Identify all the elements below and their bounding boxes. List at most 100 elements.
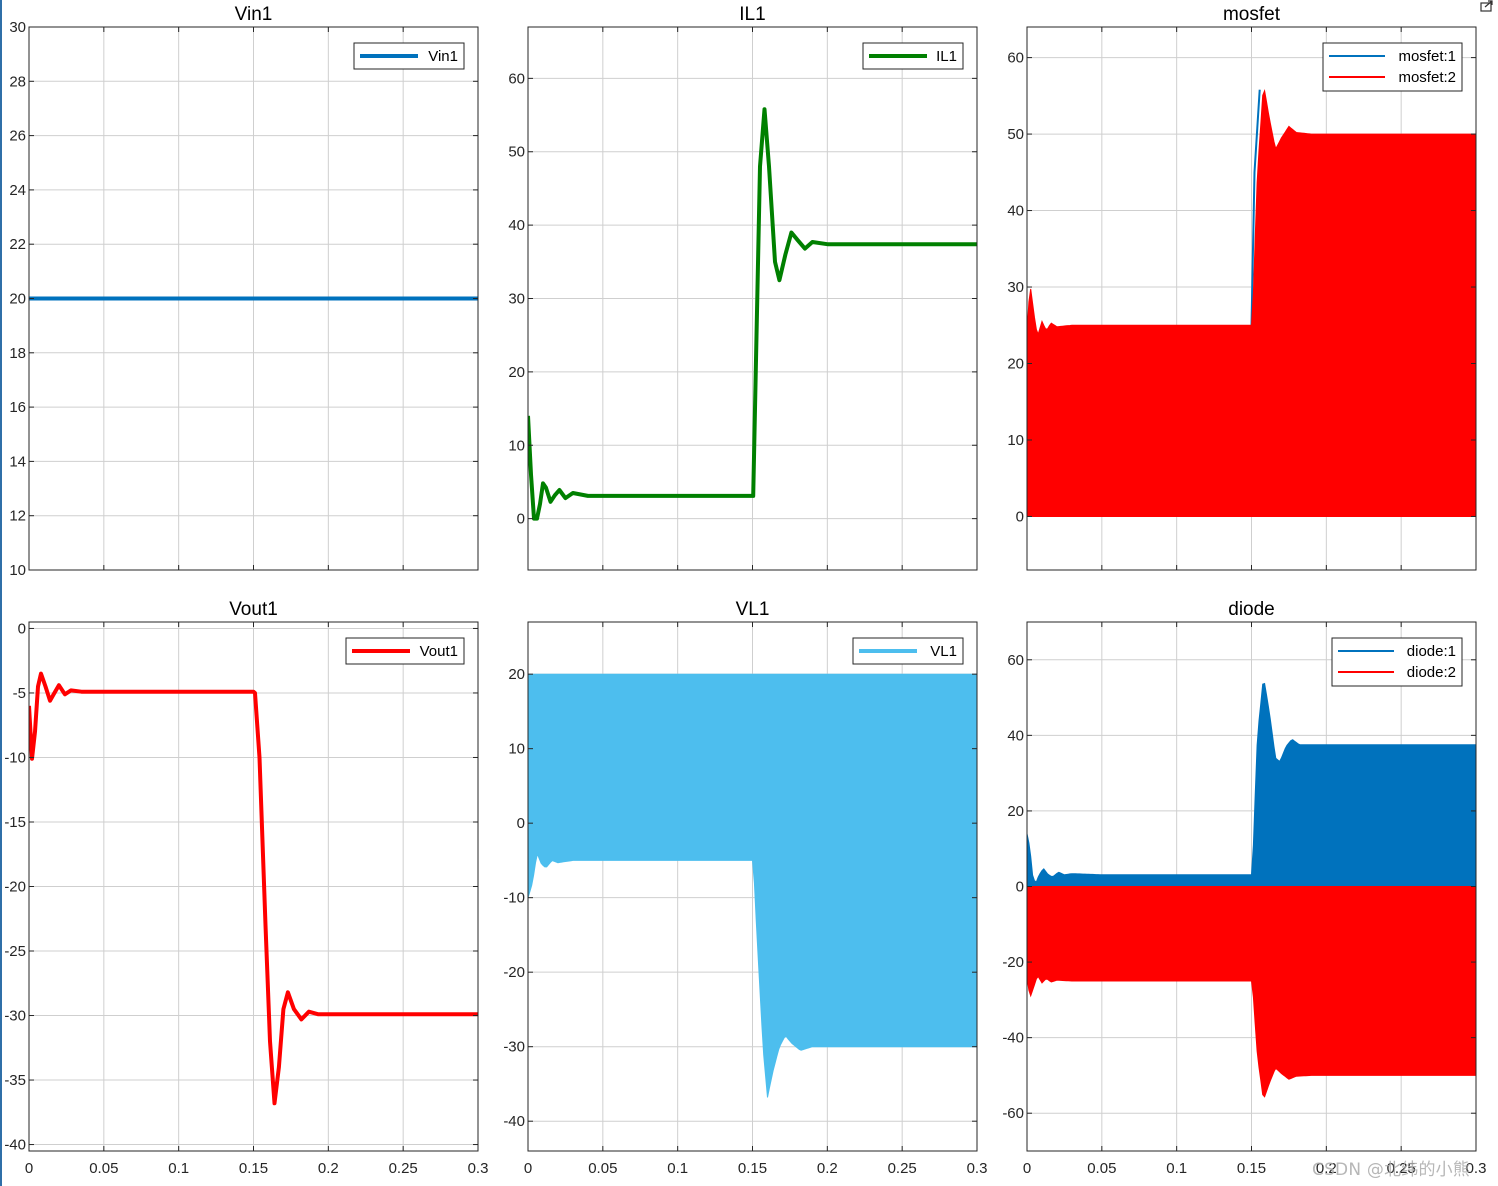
- legend[interactable]: diode:1 diode:2: [1331, 637, 1463, 687]
- x-tick-label: 0.05: [1087, 1160, 1116, 1177]
- y-tick-label: 28: [9, 73, 26, 90]
- y-tick-label: 16: [9, 399, 26, 416]
- y-tick-label: 30: [508, 291, 525, 308]
- y-tick-label: 60: [1007, 50, 1024, 67]
- x-tick-label: 0.15: [1237, 1160, 1266, 1177]
- y-tick-label: -15: [4, 814, 26, 831]
- export-icon[interactable]: [1480, 0, 1494, 12]
- legend-label: mosfet:1: [1398, 48, 1456, 65]
- y-tick-label: 18: [9, 345, 26, 362]
- series-vl1: [528, 673, 977, 1098]
- legend-box: [1322, 42, 1463, 92]
- y-tick-label: -35: [4, 1072, 26, 1089]
- x-tick-label: 0: [25, 1160, 33, 1177]
- y-tick-label: -20: [4, 879, 26, 896]
- y-tick-label: 30: [1007, 279, 1024, 296]
- y-tick-label: -60: [1002, 1105, 1024, 1122]
- y-tick-label: 50: [508, 144, 525, 161]
- x-tick-label: 0.1: [1166, 1160, 1187, 1177]
- series-group: [528, 673, 977, 1098]
- legend[interactable]: VL1: [852, 637, 964, 665]
- x-tick-label: 0.2: [817, 1160, 838, 1177]
- window-left-edge: [0, 0, 2, 1186]
- y-tick-label: 60: [1007, 652, 1024, 669]
- y-tick-label: -20: [1002, 954, 1024, 971]
- chart-title: diode: [1228, 599, 1275, 620]
- y-tick-label: -10: [4, 749, 26, 766]
- y-tick-label: 14: [9, 453, 26, 470]
- x-tick-label: 0.1: [667, 1160, 688, 1177]
- chart-vl1: 20 10 0 -10 -20 -30 -40 0 0.05 0.1 0.15 0.2 0.25 0.3 V…: [503, 599, 987, 1177]
- series-group: [1027, 89, 1476, 517]
- chart-title: Vout1: [229, 599, 278, 620]
- legend[interactable]: Vout1: [345, 637, 465, 665]
- legend-box: [1331, 637, 1463, 687]
- chart-vout1: 0 -5 -10 -15 -20 -25 -30 -35 -40 0 0.05 0.1 0.15 0.2 0…: [4, 599, 488, 1177]
- y-tick-label: 24: [9, 182, 26, 199]
- legend[interactable]: mosfet:1 mosfet:2: [1322, 42, 1463, 92]
- legend-label: VL1: [930, 643, 957, 660]
- y-tick-label: -20: [503, 964, 525, 981]
- chart-diode: 60 40 20 0 -20 -40 -60 0 0.05 0.1 0.15 0.2 0.25 0.3 di…: [1002, 599, 1486, 1177]
- x-tick-label: 0.25: [888, 1160, 917, 1177]
- chart-vin1: 10 12 14 16 18 20 22 24 26 28 30 Vin1 Vin1: [9, 4, 479, 579]
- x-tick-label: 0.15: [738, 1160, 767, 1177]
- y-tick-label: 20: [1007, 803, 1024, 820]
- y-tick-label: 22: [9, 236, 26, 253]
- legend[interactable]: IL1: [862, 42, 964, 70]
- y-tick-label: 10: [508, 437, 525, 454]
- y-tick-label: 20: [9, 291, 26, 308]
- series-group: [1027, 682, 1476, 1098]
- y-tick-label: 40: [508, 217, 525, 234]
- y-tick-label: 10: [508, 741, 525, 758]
- y-tick-label: -30: [4, 1008, 26, 1025]
- y-tick-label: 0: [1016, 508, 1024, 525]
- y-tick-label: 0: [517, 815, 525, 832]
- chart-mosfet: 0 10 20 30 40 50 60 mosfet mosfet:1 mosfet:2: [1007, 4, 1477, 571]
- y-tick-label: -40: [4, 1137, 26, 1154]
- series-group: [528, 107, 977, 521]
- x-tick-label: 0.1: [168, 1160, 189, 1177]
- y-tick-label: 0: [1016, 879, 1024, 896]
- y-tick-label: 40: [1007, 727, 1024, 744]
- x-tick-label: 0.3: [468, 1160, 489, 1177]
- x-tick-label: 0.05: [89, 1160, 118, 1177]
- legend-label: IL1: [936, 48, 957, 65]
- x-tick-label: 0.3: [1466, 1160, 1487, 1177]
- legend[interactable]: Vin1: [353, 42, 465, 70]
- y-tick-label: 20: [1007, 356, 1024, 373]
- y-tick-label: -40: [503, 1113, 525, 1130]
- y-tick-label: 20: [508, 364, 525, 381]
- series-mosfet-2: [1027, 89, 1476, 517]
- watermark-text: CSDN @北纬的小熊: [1312, 1160, 1471, 1180]
- y-tick-label: 40: [1007, 203, 1024, 220]
- x-tick-label: 0: [1023, 1160, 1031, 1177]
- legend-label: Vin1: [428, 48, 458, 65]
- chart-il1: 0 10 20 30 40 50 60 IL1 IL1: [508, 4, 978, 571]
- y-tick-label: 20: [508, 666, 525, 683]
- y-tick-label: 26: [9, 128, 26, 145]
- y-tick-label: 12: [9, 508, 26, 525]
- x-tick-label: 0.25: [389, 1160, 418, 1177]
- y-tick-label: 0: [517, 511, 525, 528]
- chart-title: Vin1: [235, 4, 273, 25]
- y-tick-label: -40: [1002, 1030, 1024, 1047]
- y-tick-label: 10: [9, 562, 26, 579]
- x-tick-label: 0.3: [967, 1160, 988, 1177]
- y-tick-label: -10: [503, 890, 525, 907]
- legend-label: diode:1: [1407, 643, 1456, 660]
- series-group: [29, 671, 478, 1106]
- y-tick-label: 10: [1007, 432, 1024, 449]
- x-tick-label: 0.05: [588, 1160, 617, 1177]
- legend-label: mosfet:2: [1398, 69, 1456, 86]
- chart-title: IL1: [739, 4, 765, 25]
- y-tick-label: 60: [508, 70, 525, 87]
- x-tick-label: 0: [524, 1160, 532, 1177]
- y-tick-label: -25: [4, 943, 26, 960]
- y-tick-label: 0: [18, 620, 26, 637]
- legend-label: diode:2: [1407, 664, 1456, 681]
- y-tick-label: -5: [13, 685, 26, 702]
- y-tick-label: 30: [9, 19, 26, 36]
- series-mosfet-1: [1250, 89, 1261, 326]
